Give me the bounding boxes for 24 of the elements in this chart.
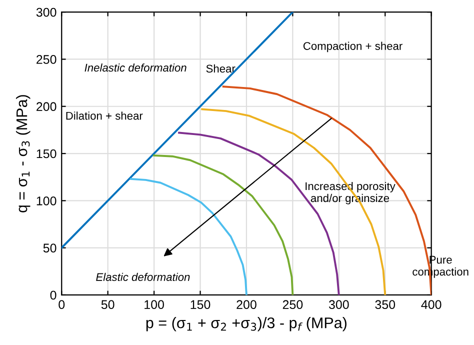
x-tick-label: 400 — [421, 300, 442, 310]
annotation: Shear — [206, 64, 236, 73]
y-tick-label: 250 — [36, 55, 56, 64]
x-tick-label: 250 — [282, 300, 303, 310]
y-tick-label: 50 — [43, 244, 56, 252]
annotation: Compaction + shear — [303, 42, 402, 52]
y-axis-title: q = σ$_{1}$ - σ$_{3}$ (MPa) — [16, 95, 30, 212]
x-tick-label: 0 — [58, 300, 65, 310]
x-tick-label: 200 — [236, 300, 256, 310]
x-tick-label: 350 — [375, 300, 396, 310]
y-tick-label: 150 — [36, 149, 56, 158]
y-tick-label: 0 — [50, 290, 56, 300]
text: p = (σ$_{1}$ + σ$_{2}$ +σ$_{3}$)/3 - p$_{f}$ (MPa) — [146, 317, 346, 332]
annotation: Dilation + shear — [66, 112, 143, 120]
line-series — [130, 178, 248, 295]
annotation: Inelastic deformation — [84, 63, 186, 72]
annotation: Elastic deformation — [96, 272, 190, 281]
x-tick-label: 100 — [144, 300, 164, 310]
y-tick-label: 100 — [36, 196, 56, 206]
x-tick-label: 300 — [328, 300, 349, 310]
y-tick-label: 200 — [36, 102, 56, 112]
x-tick-label: 150 — [190, 300, 210, 310]
y-tick-label: 300 — [36, 8, 56, 17]
x-tick-label: 50 — [101, 300, 114, 310]
